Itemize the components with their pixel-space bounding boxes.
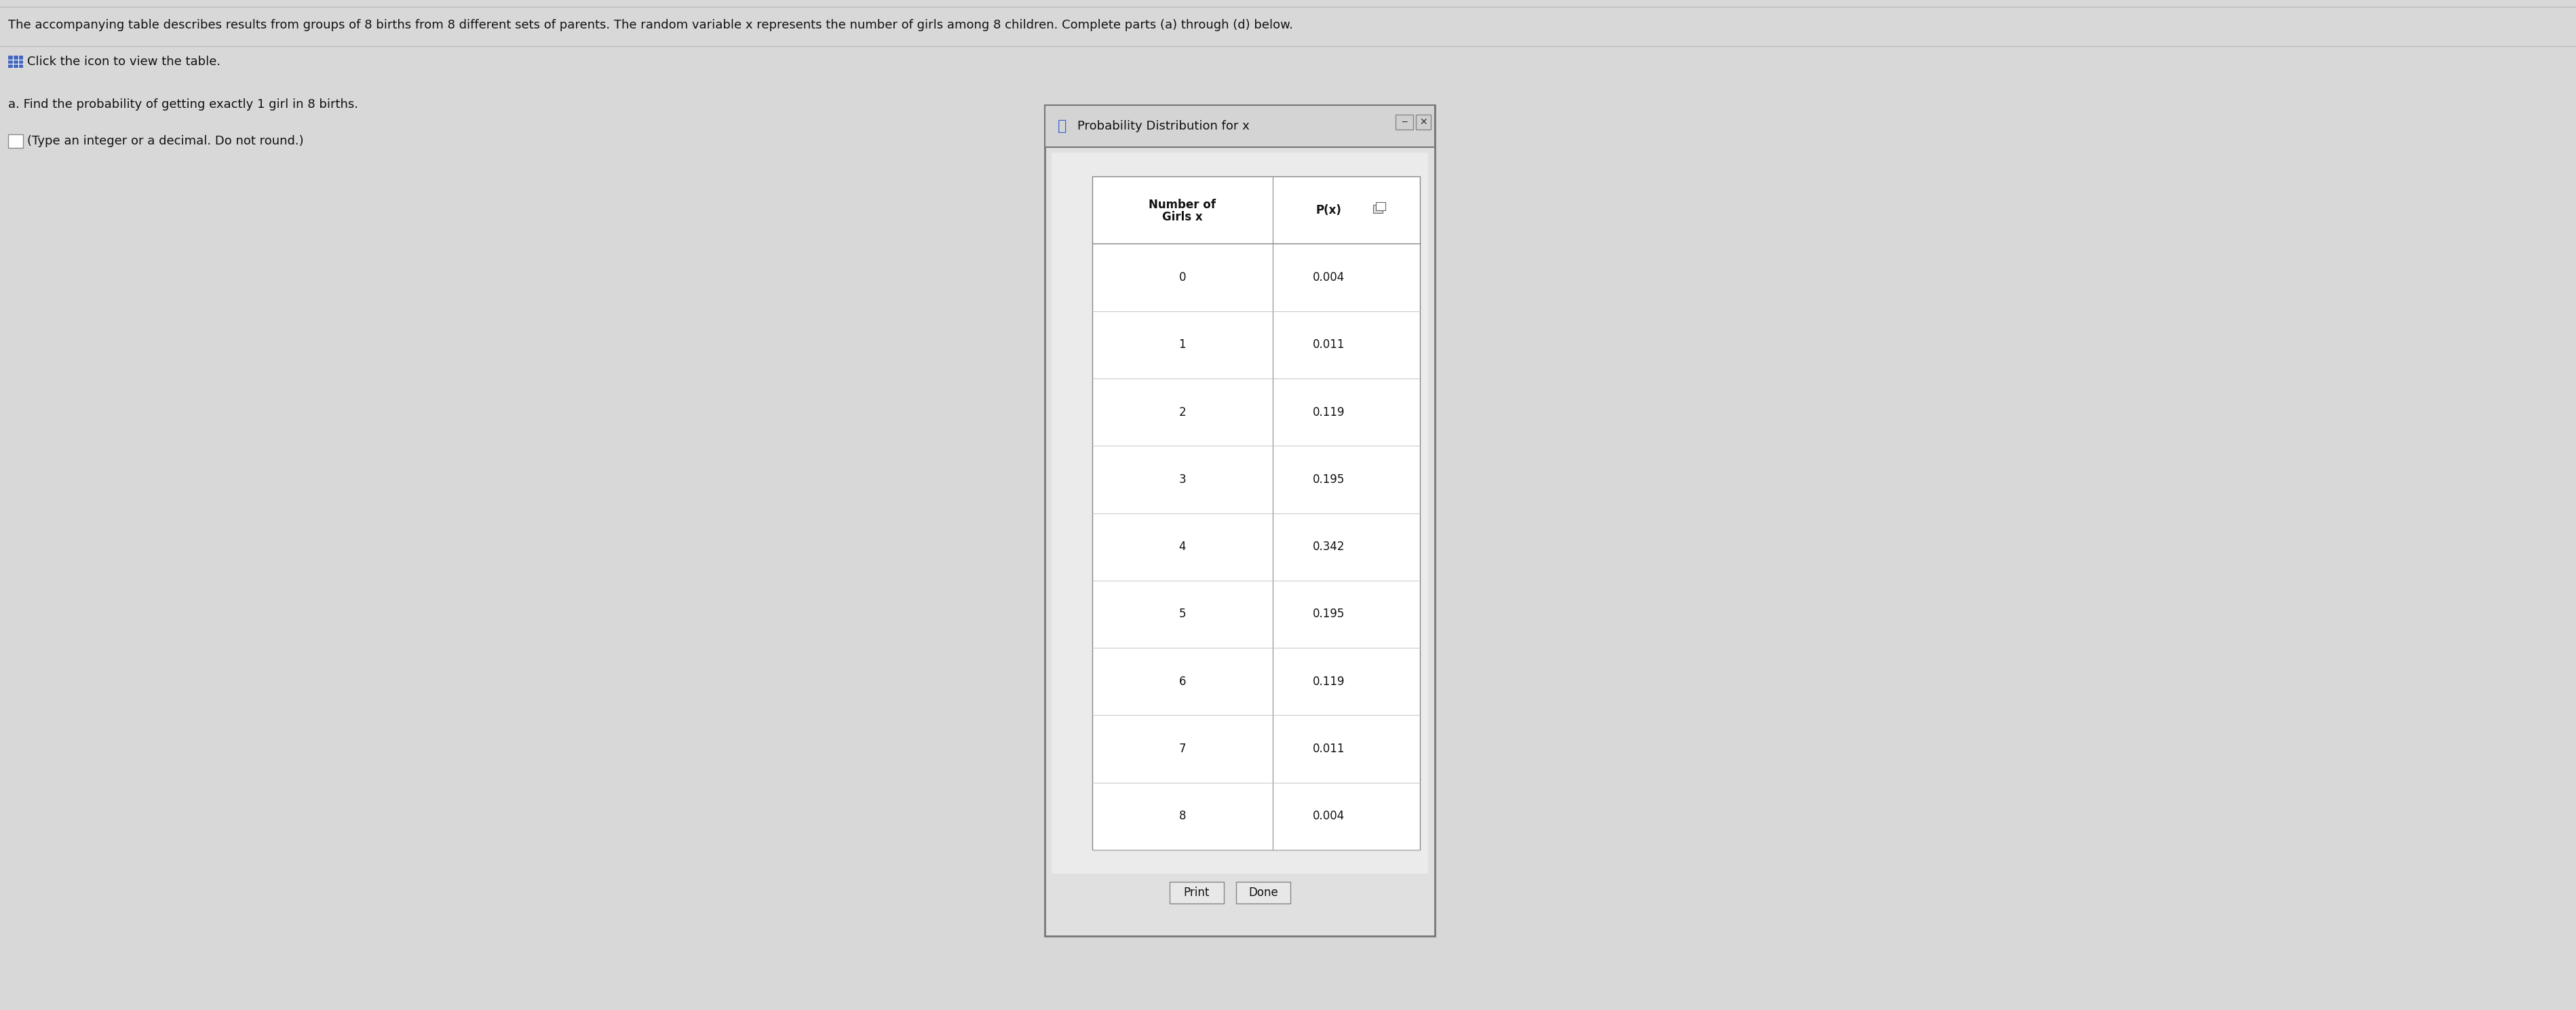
- Text: (Type an integer or a decimal. Do not round.): (Type an integer or a decimal. Do not ro…: [28, 135, 304, 147]
- Bar: [1046, 105, 1435, 936]
- Text: 0.119: 0.119: [1311, 406, 1345, 418]
- Bar: [1236, 882, 1291, 904]
- Text: 0.004: 0.004: [1314, 810, 1345, 822]
- Bar: [1376, 202, 1386, 210]
- Text: 0.342: 0.342: [1311, 540, 1345, 552]
- Text: 6: 6: [1180, 676, 1185, 688]
- Text: 2: 2: [1180, 406, 1185, 418]
- Text: 0.004: 0.004: [1314, 272, 1345, 284]
- Text: Girls x: Girls x: [1162, 211, 1203, 223]
- Bar: [1373, 205, 1383, 213]
- Bar: [1046, 105, 1435, 147]
- Bar: [1170, 882, 1224, 904]
- Bar: [1396, 114, 1414, 129]
- Text: Click the icon to view the table.: Click the icon to view the table.: [28, 56, 222, 68]
- Bar: [1092, 177, 1419, 850]
- Text: 0.195: 0.195: [1311, 474, 1345, 486]
- Text: 7: 7: [1180, 742, 1185, 755]
- Text: 1: 1: [1180, 338, 1185, 350]
- Text: 5: 5: [1180, 608, 1185, 620]
- Text: Number of: Number of: [1149, 199, 1216, 211]
- Text: 0.119: 0.119: [1311, 676, 1345, 688]
- Text: Print: Print: [1185, 887, 1211, 899]
- Text: 0.011: 0.011: [1311, 338, 1345, 350]
- Bar: [8, 56, 23, 68]
- Bar: [1051, 153, 1427, 874]
- Text: a. Find the probability of getting exactly 1 girl in 8 births.: a. Find the probability of getting exact…: [8, 98, 358, 110]
- Text: 0.011: 0.011: [1311, 742, 1345, 755]
- Text: ⓘ: ⓘ: [1059, 119, 1066, 133]
- Text: 0.195: 0.195: [1311, 608, 1345, 620]
- Text: The accompanying table describes results from groups of 8 births from 8 differen: The accompanying table describes results…: [8, 19, 1293, 31]
- Bar: [8, 134, 23, 147]
- Text: 8: 8: [1180, 810, 1185, 822]
- Text: Done: Done: [1249, 887, 1278, 899]
- Bar: [1417, 114, 1430, 129]
- Text: ─: ─: [1401, 118, 1406, 126]
- Text: ✕: ✕: [1419, 117, 1427, 127]
- Text: 0: 0: [1180, 272, 1185, 284]
- Text: P(x): P(x): [1316, 204, 1342, 216]
- Text: 4: 4: [1180, 540, 1185, 552]
- Text: 3: 3: [1180, 474, 1185, 486]
- Text: Probability Distribution for x: Probability Distribution for x: [1077, 120, 1249, 132]
